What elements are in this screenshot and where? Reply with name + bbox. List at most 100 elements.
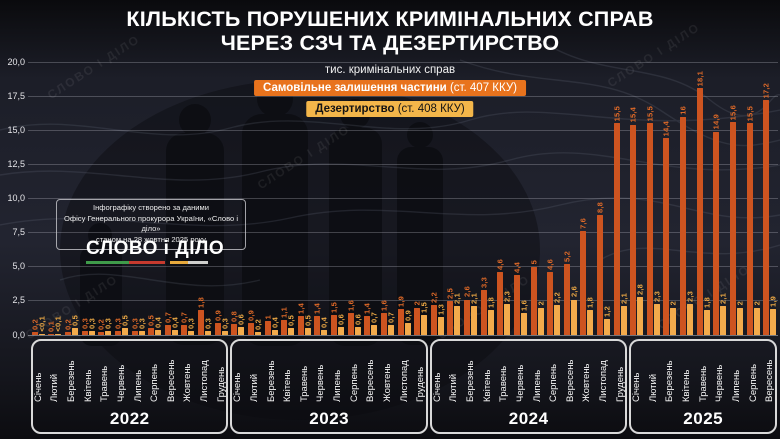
source-line-1: Інфографіку створено за даними [92,203,210,212]
bar-desertion: <0,1 [54,316,63,335]
bar-desertion: 0,6 [353,314,362,335]
bar-value-label: 1,8 [702,297,712,309]
y-axis-tick: 20,0 [7,56,25,67]
legend-desertion-label: Дезертирство [315,103,395,115]
bar-desertion: 2 [536,301,545,335]
title-line-1: КІЛЬКІСТЬ ПОРУШЕНИХ КРИМІНАЛЬНИХ СПРАВ [126,7,654,31]
month-column: 1,1 0,5 Квітень [279,62,296,435]
bar-pair: 0,9 0,3 [213,62,229,335]
month-label: Серпень [348,363,360,402]
bar-value-label: 1,9 [768,296,778,308]
bar-value-label: 0,3 [103,317,113,329]
month-column: 0,3 0,3 Квітень [80,62,97,435]
bar-pair: 0,7 0,4 [163,62,180,335]
bar-desertion: 0,5 [287,315,296,335]
bar-value-label: 1,6 [346,300,356,312]
month-column: 0,2 0,5 Березень [63,62,80,435]
bar-szch: 0,2 [64,319,73,335]
month-label: Грудень [614,366,626,402]
bar-szch: 15,4 [629,107,638,335]
bar-szch: 0,7 [163,312,172,335]
bar-value-label: 2,2 [429,291,439,303]
bar-szch: 15,5 [745,106,754,335]
month-label: Березень [664,360,676,402]
bar-desertion: 2,1 [619,293,628,335]
bar-desertion: 0,3 [137,318,146,335]
month-column: 1,4 0,7 Вересень [362,62,379,435]
bar-szch: 5 [529,260,538,335]
bar-szch: 1 [263,315,272,335]
month-label: Травень [498,365,510,402]
bar-desertion: 1,2 [603,306,612,335]
bar-desertion: 1,6 [519,300,528,335]
bar-szch: 1,6 [379,300,388,335]
month-column: 8,8 1,2 Листопад [595,62,612,435]
bar-value-label: 2,3 [652,290,662,302]
bar-desertion: 0,3 [204,318,213,335]
bar-value-label: 1,8 [486,297,496,309]
bar-desertion: 0,3 [104,318,113,335]
bar-szch: 0,2 [97,319,106,335]
bar-pair: 17,2 1,9 [762,62,778,335]
source-note: Інфографіку створено за даними Офісу Ген… [56,199,246,250]
bar-value-label: 1,4 [312,302,322,314]
bar-value-label: 2 [536,301,545,306]
bar-pair: 5,2 2,6 [562,62,578,335]
bar-pair: 0,3 0,3 [80,62,96,335]
bar-value-label: 1,8 [585,297,595,309]
month-label: Травень [298,365,310,402]
month-label: Травень [99,365,111,402]
y-axis-tick: 10,0 [7,193,25,203]
bar-value-label: 2,1 [469,293,479,305]
slovo-i-dilo-logo: СЛОВО і ДІЛО [86,238,225,264]
bar-szch: 1,1 [280,307,289,335]
bar-szch: 3,3 [479,277,488,335]
bar-szch: 15,5 [645,106,654,335]
page-title: КІЛЬКІСТЬ ПОРУШЕНИХ КРИМІНАЛЬНИХ СПРАВ Ч… [0,7,780,56]
month-label: Березень [465,360,476,402]
bar-value-label: 0,4 [170,316,180,328]
month-label: Вересень [564,359,576,402]
month-column: 15,5 2 Серпень [745,62,762,435]
bar-desertion: 2,3 [652,291,661,335]
month-label: Квітень [481,369,493,402]
logo-text: СЛОВО і ДІЛО [86,238,225,259]
bar-szch: 1,6 [346,300,355,335]
bar-pair: 0,2 0,3 [97,62,113,335]
bar-desertion: 2,1 [719,293,728,335]
bar-szch: 8,8 [596,202,605,335]
bar-value-label: 14,9 [711,114,721,130]
month-label: Квітень [681,369,693,402]
gridline [28,61,778,63]
bar-value-label: 14,4 [661,121,671,137]
bar-szch: 4,6 [496,259,505,335]
month-label: Червень [714,364,726,402]
bar-value-label: 4,6 [495,259,505,271]
year-label: 2022 [109,409,150,428]
bar-desertion: 1,5 [420,302,429,335]
bar-value-label: 0,7 [369,312,379,324]
month-column: 0,3 0,5 Червень [113,62,130,435]
month-column: 0,7 0,4 Вересень [163,62,180,435]
bar-szch: 0,9 [246,310,255,335]
bar-value-label: 5,2 [562,251,572,263]
month-label: Червень [514,364,526,402]
y-axis-tick: 7,5 [12,227,25,238]
bar-value-label: 4,4 [512,261,522,273]
month-label: Вересень [365,359,377,402]
bar-szch: 0,9 [213,310,222,335]
bar-pair: 4,6 2,3 [496,62,512,335]
month-column: 0,8 0,6 Січень [229,62,246,435]
bar-pair: 4,4 1,6 [512,62,528,335]
month-column: 1,5 0,6 Липень [329,62,346,435]
bar-szch: 4,6 [546,259,555,335]
bar-value-label: 0,5 [120,315,130,327]
month-column: 0,7 0,3 Жовтень [180,62,197,435]
bar-desertion: 0,6 [337,314,346,335]
bar-value-label: 2,8 [635,283,645,295]
bar-value-label: 0,3 [203,317,213,329]
bar-desertion: 1,8 [486,297,495,335]
gridline [28,129,778,131]
bar-szch: 2,2 [429,292,438,335]
